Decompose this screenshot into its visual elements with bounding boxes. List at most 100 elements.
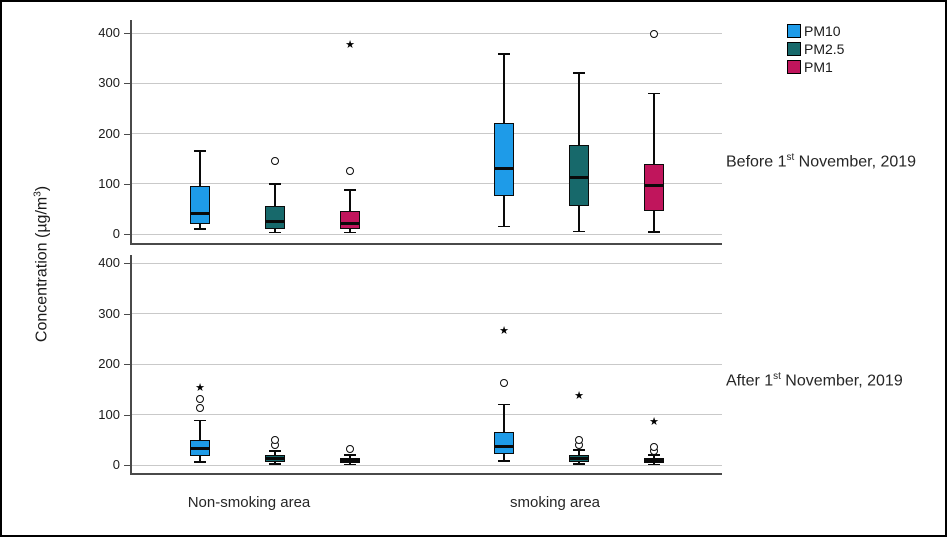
whisker-cap [194,419,206,422]
box [340,211,360,229]
y-axis-title-suffix: ) [33,185,51,192]
y-axis-line [130,20,132,245]
panel-label-after-text: After 1 [726,372,774,390]
y-tick-label: 100 [98,406,120,422]
y-tick-mark [124,414,131,416]
panel-label-before-superscript: st [786,152,795,163]
panel-bottom-border [132,473,722,475]
outlier-marker-icon [346,167,354,176]
box-median [265,457,285,461]
whisker-cap [498,53,510,55]
legend-swatch-pm1-icon [787,60,801,74]
whisker-cap [344,463,356,466]
y-tick-label: 300 [98,305,120,321]
extreme-marker-icon: ★ [499,324,509,337]
panel-label-before-suffix: November, 2019 [794,153,917,171]
y-tick-mark [124,313,131,315]
extreme-marker-icon: ★ [195,381,205,394]
whisker-cap [269,183,281,185]
box-whisker [653,93,655,232]
whisker-cap [573,463,585,465]
legend: PM10 PM2.5 PM1 [787,22,844,76]
box-median [265,220,285,224]
box-median [494,167,514,171]
box [494,123,514,197]
y-tick-label: 200 [98,356,120,371]
whisker-cap [194,228,206,230]
box [190,186,210,224]
box [494,431,514,454]
whisker-cap [648,454,660,456]
y-axis-title-text: Concentration (µg/m [33,196,51,343]
y-tick-label: 300 [98,75,120,91]
box-median [190,447,210,451]
box-median [340,459,360,463]
whisker-cap [498,225,510,228]
gridline [132,82,722,84]
gridline [132,183,722,185]
y-tick-mark [124,133,131,135]
gridline [132,464,722,466]
whisker-cap [648,231,660,233]
x-category-smoking: smoking area [509,494,601,511]
panel-label-before-text: Before 1 [726,153,787,171]
box [569,144,589,207]
whisker-cap [573,230,585,233]
legend-item-pm25: PM2.5 [787,40,844,58]
whisker-cap [648,463,660,466]
panel-label-before: Before 1st November, 2019 [726,152,916,171]
outlier-marker-icon [346,444,354,453]
legend-label-pm25: PM2.5 [804,41,845,57]
y-tick-label: 400 [98,25,120,40]
outlier-marker-icon [271,157,279,166]
gridline [132,32,722,34]
gridline [132,414,722,415]
panel-label-after-suffix: November, 2019 [780,372,903,390]
box-median [190,212,210,216]
y-tick-mark [124,234,131,235]
legend-item-pm1: PM1 [787,58,844,76]
whisker-cap [498,460,510,462]
y-axis-title: Concentration (µg/m3) [32,186,51,342]
legend-swatch-pm25-icon [787,42,801,56]
y-axis-title-superscript: 3 [32,191,44,197]
box-median [569,457,589,461]
outlier-marker-icon [650,443,658,452]
box-median [644,183,664,187]
legend-label-pm1: PM1 [804,59,833,75]
outlier-marker-icon [500,378,508,387]
extreme-marker-icon: ★ [649,415,659,428]
box-whisker [349,189,351,233]
outlier-marker-icon [271,435,279,444]
y-tick-mark [124,364,131,365]
gridline [132,363,722,365]
panel-label-after: After 1st November, 2019 [726,371,903,390]
y-tick-mark [124,83,131,85]
extreme-marker-icon: ★ [345,39,355,52]
legend-label-pm10: PM10 [804,23,841,39]
legend-swatch-pm10-icon [787,24,801,38]
extreme-marker-icon: ★ [574,390,584,403]
whisker-cap [194,150,206,152]
box-median [569,176,589,180]
y-tick-label: 200 [98,125,120,141]
whisker-cap [648,92,660,95]
outlier-marker-icon [575,435,583,444]
gridline [132,133,722,134]
gridline [132,262,722,264]
outlier-marker-icon [650,30,658,38]
y-tick-label: 100 [98,175,120,191]
gridline [132,313,722,314]
x-category-nonsmoking: Non-smoking area [187,494,311,511]
box-median [644,459,664,463]
y-tick-label: 0 [112,457,120,472]
y-tick-mark [124,33,131,34]
whisker-cap [344,454,356,456]
y-tick-label: 0 [112,226,120,241]
whisker-cap [344,189,356,191]
whisker-cap [194,461,206,463]
box-median [494,445,514,449]
legend-item-pm10: PM10 [787,22,844,40]
box [644,163,664,211]
